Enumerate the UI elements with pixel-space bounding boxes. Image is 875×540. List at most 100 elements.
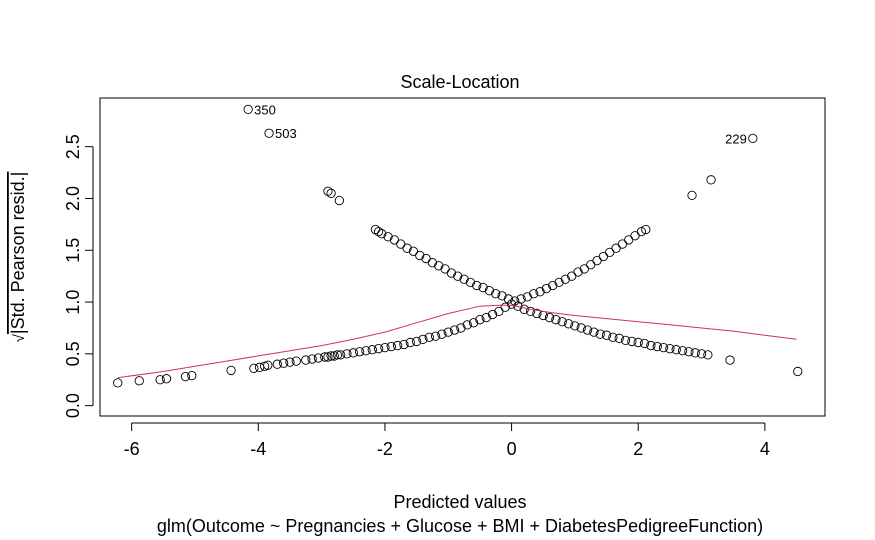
data-point	[418, 334, 428, 344]
data-point	[272, 359, 282, 369]
data-point	[373, 226, 384, 237]
data-point	[522, 292, 533, 302]
data-point	[516, 294, 526, 304]
data-point	[354, 347, 365, 357]
data-point	[421, 253, 431, 264]
data-point	[646, 340, 656, 351]
data-point	[468, 318, 479, 328]
data-point	[703, 350, 713, 360]
data-point	[487, 309, 498, 320]
data-point	[557, 317, 567, 327]
data-point	[332, 350, 343, 360]
data-point	[696, 349, 707, 359]
data-point	[532, 308, 542, 319]
data-point	[503, 294, 514, 304]
data-point	[627, 336, 637, 347]
data-point	[348, 348, 358, 358]
y-axis-label: √|Std. Pearson resid.|	[8, 172, 28, 343]
data-point	[370, 224, 381, 235]
data-point	[617, 239, 628, 249]
data-point	[582, 325, 593, 335]
data-point	[677, 346, 688, 356]
data-point	[405, 337, 415, 348]
y-tick-label: 1.0	[63, 290, 83, 315]
chart-subtitle: glm(Outcome ~ Pregnancies + Glucose + BM…	[157, 516, 763, 536]
data-point	[285, 357, 295, 367]
data-point	[389, 235, 400, 245]
data-point	[554, 277, 564, 288]
point-label: 503	[275, 126, 297, 141]
data-point	[249, 363, 259, 374]
data-point	[408, 246, 419, 256]
chart-title: Scale-Location	[400, 72, 519, 92]
data-point	[605, 247, 615, 257]
data-point	[434, 261, 444, 271]
data-point	[437, 329, 447, 339]
data-point	[291, 356, 301, 366]
x-tick-label: 4	[760, 439, 770, 459]
data-point	[624, 235, 634, 245]
data-point	[567, 271, 577, 281]
y-tick-label: 0.5	[63, 341, 83, 366]
data-point	[494, 306, 504, 317]
data-point	[334, 195, 344, 206]
data-point	[446, 268, 457, 278]
data-point	[465, 277, 476, 288]
y-axis-label-body: |Std. Pearson resid.|	[8, 172, 28, 334]
data-point	[793, 366, 803, 377]
data-point	[427, 258, 438, 268]
data-point	[377, 229, 387, 239]
data-point	[320, 352, 330, 362]
data-point	[497, 291, 507, 301]
data-point	[570, 321, 580, 331]
x-tick-label: 2	[633, 439, 643, 459]
x-tick-label: 0	[507, 439, 517, 459]
data-point	[563, 319, 574, 329]
data-point	[386, 341, 396, 352]
data-point	[592, 255, 602, 266]
data-point	[548, 280, 558, 291]
data-point	[484, 286, 495, 296]
data-point	[598, 251, 609, 262]
x-axis: -6 -4 -2 0 2 4	[124, 422, 770, 459]
data-point	[601, 330, 612, 340]
data-point	[472, 280, 482, 291]
y-tick-label: 2.5	[63, 134, 83, 159]
smooth-line	[117, 304, 797, 379]
data-point	[323, 186, 333, 196]
annotated-point	[748, 133, 758, 144]
data-point	[155, 375, 165, 385]
data-point	[307, 354, 317, 364]
y-tick-label: 0.0	[63, 393, 83, 418]
data-point	[506, 299, 517, 309]
data-point	[187, 370, 197, 381]
data-point	[620, 335, 631, 346]
data-point	[636, 226, 647, 237]
data-point	[641, 224, 651, 235]
data-point	[573, 267, 583, 277]
data-point	[134, 376, 144, 386]
data-point	[462, 320, 472, 330]
data-point	[608, 332, 618, 342]
data-point	[396, 239, 406, 249]
plot-frame	[99, 97, 826, 417]
data-point	[226, 365, 236, 376]
annotated-point	[264, 128, 274, 138]
data-point	[430, 331, 441, 341]
data-point	[326, 351, 336, 361]
data-point	[161, 374, 172, 384]
data-points	[113, 175, 803, 388]
data-point	[459, 274, 469, 284]
data-point	[560, 274, 571, 284]
data-point	[687, 190, 697, 201]
y-axis-label-radical: √	[11, 333, 28, 342]
data-point	[652, 341, 662, 352]
data-point	[380, 342, 390, 353]
data-point	[510, 296, 520, 306]
y-axis: 0.0 0.5 1.0 1.5 2.0 2.5	[63, 134, 94, 418]
data-point	[402, 243, 412, 253]
data-point	[706, 175, 716, 185]
data-point	[278, 358, 289, 368]
y-tick-label: 1.5	[63, 238, 83, 263]
